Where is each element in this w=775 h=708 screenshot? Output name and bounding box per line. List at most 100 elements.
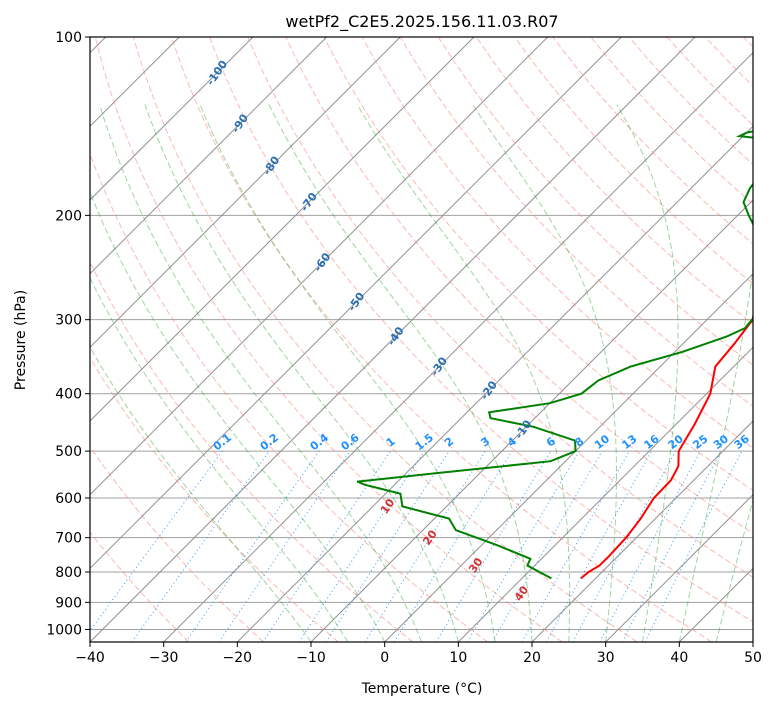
- temperature-profile: [580, 311, 753, 580]
- dry-adiabat-line: [590, 37, 753, 205]
- mixing-ratio-line: [545, 450, 653, 642]
- moist-adiabat-label: 20: [420, 527, 440, 547]
- isotherm-line: [90, 37, 328, 275]
- x-tick-label: 30: [597, 650, 615, 666]
- isotherm-line: [678, 567, 753, 642]
- y-tick-label: 400: [55, 387, 82, 403]
- mixing-ratio-line: [298, 450, 425, 642]
- dry-adiabat-line: [743, 37, 753, 48]
- moist-adiabat-line: [90, 346, 312, 642]
- mixing-ratio-line: [262, 450, 392, 642]
- mixing-ratio-line: [435, 450, 552, 642]
- dry-adiabat-line: [132, 37, 638, 642]
- mixing-ratio-label: 30: [711, 432, 731, 452]
- dry-adiabat-line: [399, 37, 753, 407]
- profiles: [356, 130, 753, 580]
- dry-adiabat-line: [209, 37, 753, 623]
- mixing-ratio-line: [325, 450, 450, 642]
- y-tick-label: 800: [55, 565, 82, 581]
- dry-adiabat-line: [666, 37, 753, 126]
- mixing-ratio-label: 1.5: [413, 431, 436, 453]
- moist-adiabat-line: [99, 104, 422, 642]
- mixing-ratio-label: 0.1: [211, 431, 234, 453]
- x-tick-label: −10: [296, 650, 326, 666]
- mixing-ratio-line: [218, 450, 351, 642]
- dry-adiabat-line: [361, 37, 753, 449]
- mixing-ratio-line: [572, 450, 677, 642]
- mixing-ratio-line: [521, 450, 630, 642]
- x-tick-label: −30: [149, 650, 179, 666]
- x-axis-label: Temperature (°C): [361, 681, 483, 697]
- mixing-ratio-label: 13: [619, 432, 639, 452]
- dry-adiabat-line: [90, 446, 264, 642]
- mixing-ratio-label: 6: [544, 434, 558, 449]
- x-tick-label: −20: [223, 650, 253, 666]
- moist-adiabat-line: [616, 104, 679, 642]
- isotherm-line: [90, 37, 401, 349]
- isotherm-line: [605, 493, 753, 642]
- x-tick-label: 0: [380, 650, 389, 666]
- x-tick-label: 20: [523, 650, 541, 666]
- isotherm-line: [90, 37, 254, 201]
- mixing-ratio-label: 20: [666, 432, 686, 452]
- isotherm-line: [90, 37, 475, 422]
- mixing-ratio-line: [467, 450, 580, 642]
- mixing-ratio-label: 10: [592, 432, 612, 452]
- dry-adiabat-line: [90, 152, 488, 642]
- dry-adiabat-line: [90, 531, 190, 642]
- dry-adiabat-line: [514, 37, 753, 285]
- y-tick-label: 600: [55, 491, 82, 507]
- y-tick-label: 200: [55, 208, 82, 224]
- mixing-ratio-line: [131, 450, 270, 642]
- y-tick-label: 900: [55, 595, 82, 611]
- dry-adiabat-line: [94, 37, 563, 642]
- moist-adiabat-line: [90, 277, 349, 642]
- x-tick-label: 50: [744, 650, 762, 666]
- mixing-ratio-label: 0.2: [258, 431, 281, 453]
- background-lines: [90, 37, 753, 642]
- isotherm-line: [163, 51, 753, 642]
- dewpoint-profile: [356, 130, 753, 580]
- mixing-ratio-label: 0.4: [308, 431, 332, 453]
- isotherm-line: [90, 37, 622, 570]
- dry-adiabat-line: [90, 356, 339, 642]
- plot-frame: [89, 36, 754, 643]
- mixing-ratio-line: [393, 450, 513, 642]
- moist-adiabat-line: [356, 104, 571, 642]
- dry-adiabat-line: [437, 37, 753, 366]
- x-tick-label: 10: [449, 650, 467, 666]
- dry-adiabat-line: [323, 37, 753, 491]
- x-tick-label: −40: [75, 650, 105, 666]
- x-tick-label: 40: [670, 650, 688, 666]
- isotherm-line: [310, 199, 753, 642]
- y-axis-label: Pressure (hPa): [13, 290, 29, 390]
- mixing-ratio-label: 2: [442, 435, 456, 450]
- dry-adiabat-label: -100: [204, 58, 231, 88]
- mixing-ratio-label: 16: [642, 432, 662, 452]
- moist-adiabat-line: [199, 104, 496, 642]
- dry-adiabat-line: [90, 260, 414, 642]
- y-tick-label: 700: [55, 531, 82, 547]
- dry-adiabat-line: [247, 37, 753, 578]
- isotherm-line: [90, 37, 549, 496]
- isotherm-line: [236, 125, 753, 642]
- moist-adiabat-line: [678, 264, 753, 642]
- moist-adiabat-line: [471, 104, 617, 642]
- y-tick-label: 1000: [46, 622, 82, 638]
- y-tick-label: 300: [55, 313, 82, 329]
- moist-adiabat-line: [90, 190, 386, 642]
- mixing-ratio-line: [185, 450, 320, 642]
- isotherm-line: [457, 346, 753, 642]
- moist-adiabat-line: [715, 498, 753, 642]
- chart-title: wetPf2_C2E5.2025.156.11.03.R07: [285, 12, 558, 32]
- y-tick-label: 500: [55, 444, 82, 460]
- isotherm-line: [90, 37, 696, 642]
- y-tick-label: 100: [55, 30, 82, 46]
- moist-adiabat-line: [144, 104, 459, 642]
- mixing-ratio-line: [90, 450, 223, 632]
- isotherm-line: [752, 641, 753, 642]
- isotherm-line: [531, 420, 753, 642]
- mixing-ratio-label: 1: [384, 435, 398, 450]
